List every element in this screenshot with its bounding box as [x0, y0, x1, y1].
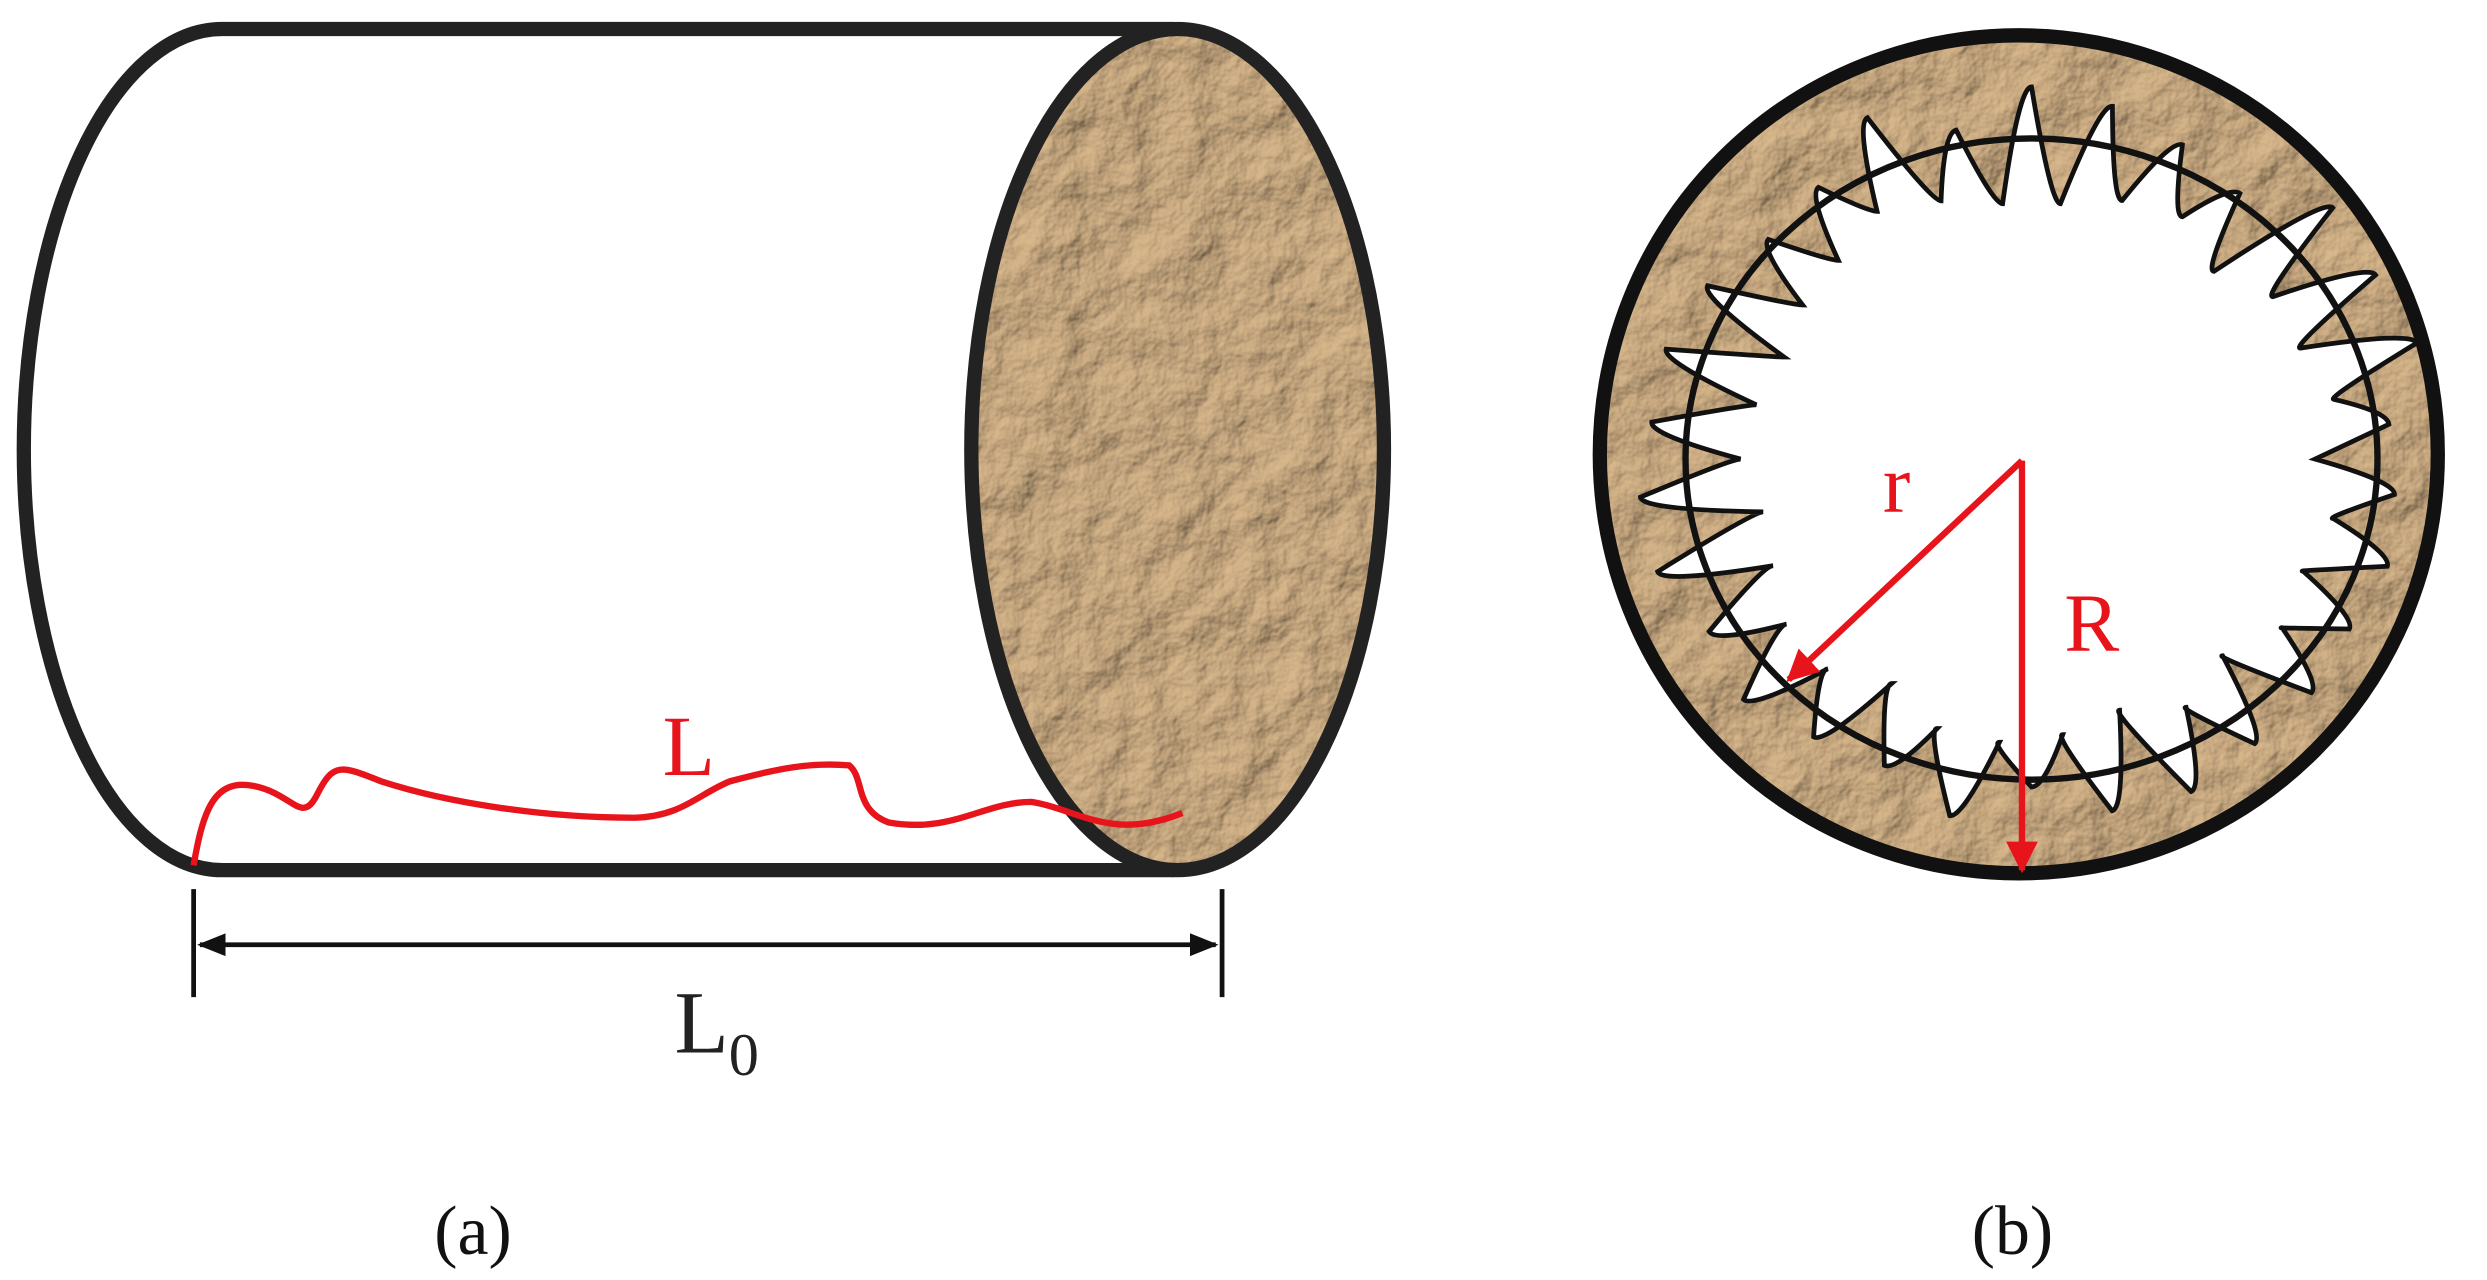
outer-radius-label: R	[2064, 577, 2119, 669]
cylinder-body	[16, 21, 1175, 878]
panel-b: r R (b)	[1592, 28, 2445, 1270]
caption-a: (a)	[434, 1193, 512, 1270]
cylinder-face	[971, 28, 1384, 871]
inner-radius-label: r	[1883, 437, 1910, 529]
length-label: L0	[675, 975, 759, 1089]
inner-circle	[1682, 135, 2381, 783]
caption-b: (b)	[1972, 1193, 2053, 1270]
length-label-subscript: 0	[729, 1022, 759, 1089]
roughness-curve	[190, 761, 1184, 866]
curve-label: L	[663, 699, 715, 794]
panel-a: L L0 (a)	[16, 21, 1392, 1270]
outer-circle	[1592, 28, 2445, 881]
cylinder-face-outline	[964, 21, 1392, 878]
length-label-base: L	[675, 975, 729, 1073]
inner-radius-arrow	[1786, 458, 2025, 682]
